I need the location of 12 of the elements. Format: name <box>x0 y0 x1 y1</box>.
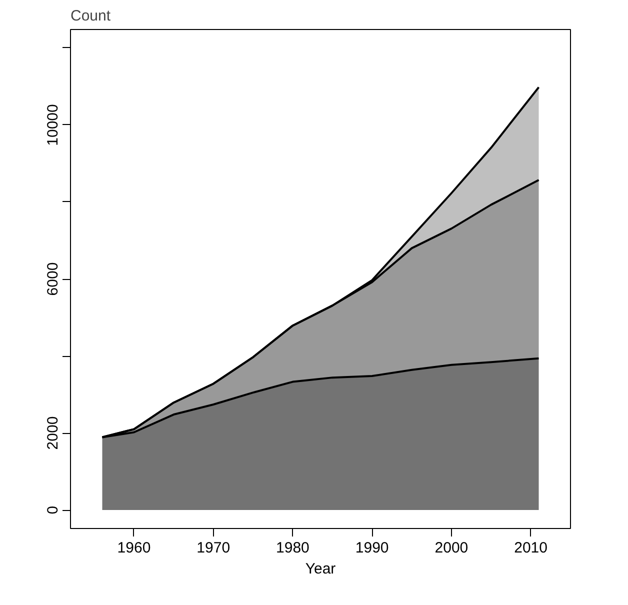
y-tick-label: 10000 <box>44 104 62 146</box>
x-tick-label: 1990 <box>355 540 389 556</box>
x-tick-label: 1960 <box>117 540 151 556</box>
x-tick-label: 2010 <box>514 540 548 556</box>
x-tick-label: 2000 <box>434 540 468 556</box>
y-tick-label: 0 <box>44 506 62 514</box>
x-tick-label: 1980 <box>276 540 310 556</box>
x-tick-label: 1970 <box>196 540 230 556</box>
x-axis-title: Year <box>305 560 336 578</box>
y-axis-title: Count <box>70 8 112 24</box>
y-tick-label: 6000 <box>44 262 62 296</box>
y-tick-label: 2000 <box>44 416 62 450</box>
